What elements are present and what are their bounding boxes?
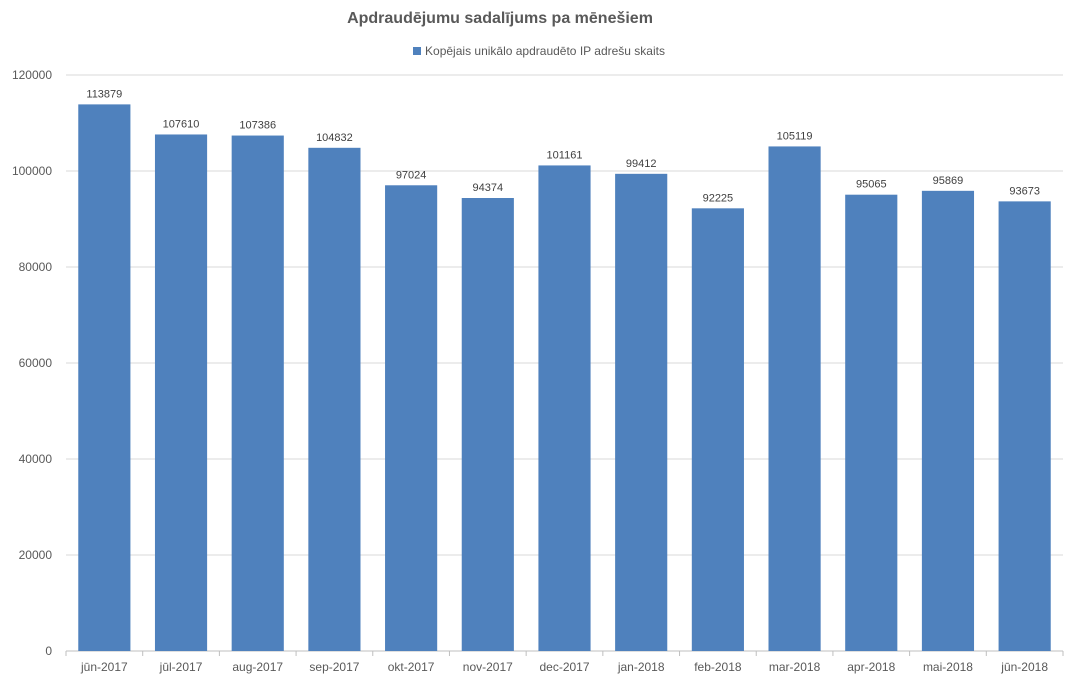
data-label: 99412 [626, 158, 657, 170]
legend: Kopējais unikālo apdraudēto IP adrešu sk… [0, 44, 1078, 58]
data-label: 92225 [703, 192, 734, 204]
bar [385, 185, 438, 652]
legend-label: Kopējais unikālo apdraudēto IP adrešu sk… [425, 44, 665, 58]
bar [231, 135, 284, 652]
y-tick-label: 0 [45, 644, 52, 658]
bar [921, 190, 975, 651]
x-tick-label: mai-2018 [923, 660, 973, 674]
bar [154, 134, 208, 652]
data-label: 101161 [547, 149, 583, 161]
x-tick-label: jan-2018 [617, 660, 665, 674]
x-tick-label: sep-2017 [309, 660, 359, 674]
y-tick-label: 60000 [19, 356, 53, 370]
bar [461, 198, 514, 651]
bar [78, 104, 131, 651]
x-tick-label: feb-2018 [694, 660, 742, 674]
x-tick-label: aug-2017 [232, 660, 283, 674]
data-label: 95869 [933, 175, 964, 187]
x-axis: jūn-2017 jūl-2017 aug-2017 sep-2017 okt-2017… [65, 651, 1064, 674]
x-tick-label: dec-2017 [539, 660, 589, 674]
bar [691, 208, 744, 651]
bars [78, 104, 1051, 652]
y-tick-label: 120000 [12, 68, 52, 82]
chart-title: Apdraudējumu sadalījums pa mēnešiem [347, 10, 653, 27]
data-label: 113879 [86, 88, 122, 100]
bar [998, 201, 1051, 651]
bar [538, 165, 591, 652]
x-tick-label: jūn-2017 [80, 660, 128, 674]
data-label: 93673 [1009, 185, 1040, 197]
x-tick-label: jūl-2017 [159, 660, 203, 674]
y-tick-label: 20000 [19, 548, 53, 562]
bar [768, 146, 821, 651]
y-axis: 0 20000 40000 60000 80000 100000 120000 [12, 68, 52, 658]
y-tick-label: 40000 [19, 452, 53, 466]
data-label: 107610 [163, 118, 200, 130]
data-label: 107386 [239, 120, 276, 132]
bar [308, 147, 361, 651]
x-tick-label: okt-2017 [388, 660, 435, 674]
x-tick-label: apr-2018 [847, 660, 895, 674]
data-label: 104832 [316, 132, 353, 144]
x-tick-label: nov-2017 [463, 660, 513, 674]
bar [845, 194, 898, 652]
bar [615, 173, 668, 652]
x-tick-label: jūn-2018 [1000, 660, 1048, 674]
legend-swatch [413, 47, 422, 55]
x-tick-label: mar-2018 [769, 660, 821, 674]
y-tick-label: 80000 [19, 260, 53, 274]
data-label: 105119 [777, 130, 813, 142]
data-labels: 113879 107610 107386 104832 97024 94374 101161… [86, 88, 1040, 204]
y-tick-label: 100000 [12, 164, 52, 178]
data-label: 97024 [396, 169, 427, 181]
data-label: 95065 [856, 179, 887, 191]
data-label: 94374 [473, 182, 504, 194]
